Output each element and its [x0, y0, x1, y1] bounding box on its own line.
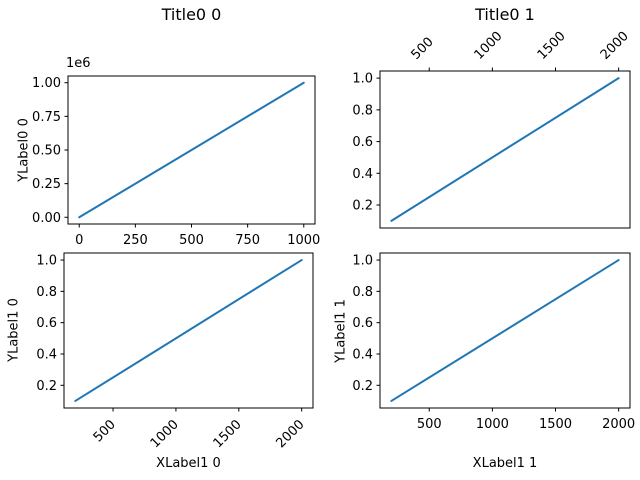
y-tick-label: 0.4	[36, 347, 57, 362]
subplot-row0-col0: 0.00 0.25 0.50 0.75 1.00 0 250 500 750 1000	[32, 75, 320, 248]
x-tick-label: 2000	[274, 417, 308, 451]
y-tick-label: 0.2	[36, 379, 57, 394]
x-tick-label: 500	[417, 417, 442, 432]
data-line	[78, 81, 305, 219]
subplot-row1-col0: 0.2 0.4 0.6 0.8 1.0 500 1000 1500 2000	[36, 252, 314, 451]
y-tick-label: 1.00	[32, 76, 61, 91]
y-tick-label: 0.6	[352, 135, 373, 150]
subplot-title-top-left: Title0 0	[161, 5, 222, 24]
y-tick-label: 0.25	[32, 177, 61, 192]
y-tick-label: 1.0	[352, 72, 373, 87]
y-tick-label: 1.0	[36, 254, 57, 269]
data-line	[74, 259, 303, 402]
y-axis-offset-text: 1e6	[66, 56, 91, 71]
x-tick-label: 1000	[287, 233, 320, 248]
x-tick-label: 250	[123, 233, 148, 248]
data-line	[390, 77, 620, 222]
subplot-row0-col1: 0.2 0.4 0.6 0.8 1.0 500 1000 1500 2000	[352, 29, 632, 229]
y-tick-label: 0.00	[32, 211, 61, 226]
y-axis-label-top-left: YLabel0 0	[16, 118, 32, 182]
axes-frame	[379, 252, 631, 409]
y-tick-label: 0.2	[352, 379, 373, 394]
x-tick-label: 2000	[602, 417, 635, 432]
x-tick-label: 500	[91, 417, 119, 445]
y-axis-label-bottom-left: YLabel1 0	[6, 298, 22, 362]
axes-frame	[63, 252, 314, 409]
x-tick-label: 500	[408, 35, 436, 63]
x-tick-label: 750	[235, 233, 260, 248]
x-tick-label: 500	[179, 233, 204, 248]
x-tick-label: 2000	[598, 29, 632, 63]
y-tick-label: 0.50	[32, 144, 61, 159]
y-axis-label-bottom-right: YLabel1 1	[333, 299, 349, 363]
data-line	[390, 259, 620, 402]
x-tick-label: 1000	[148, 417, 182, 451]
x-axis-label-bottom-left: XLabel1 0	[156, 456, 221, 471]
x-tick-label: 1500	[539, 417, 572, 432]
x-tick-label: 1000	[476, 417, 509, 432]
x-tick-label: 0	[75, 233, 83, 248]
y-tick-label: 0.8	[352, 103, 373, 118]
y-tick-label: 0.4	[352, 167, 373, 182]
y-tick-label: 0.75	[32, 110, 61, 125]
y-tick-label: 1.0	[352, 254, 373, 269]
y-tick-label: 0.4	[352, 347, 373, 362]
y-tick-label: 0.6	[352, 316, 373, 331]
y-tick-label: 0.2	[352, 199, 373, 214]
subplot-title-top-right: Title0 1	[475, 5, 535, 24]
y-tick-label: 0.8	[352, 285, 373, 300]
x-tick-label: 1000	[472, 29, 506, 63]
x-tick-label: 1500	[211, 417, 245, 451]
subplot-row1-col1: 0.2 0.4 0.6 0.8 1.0 500 1000 1500 2000	[352, 252, 635, 432]
x-tick-label: 1500	[535, 29, 569, 63]
y-tick-label: 0.6	[36, 316, 57, 331]
y-tick-label: 0.8	[36, 285, 57, 300]
x-axis-label-bottom-right: XLabel1 1	[472, 456, 538, 471]
axes-frame	[379, 70, 631, 229]
